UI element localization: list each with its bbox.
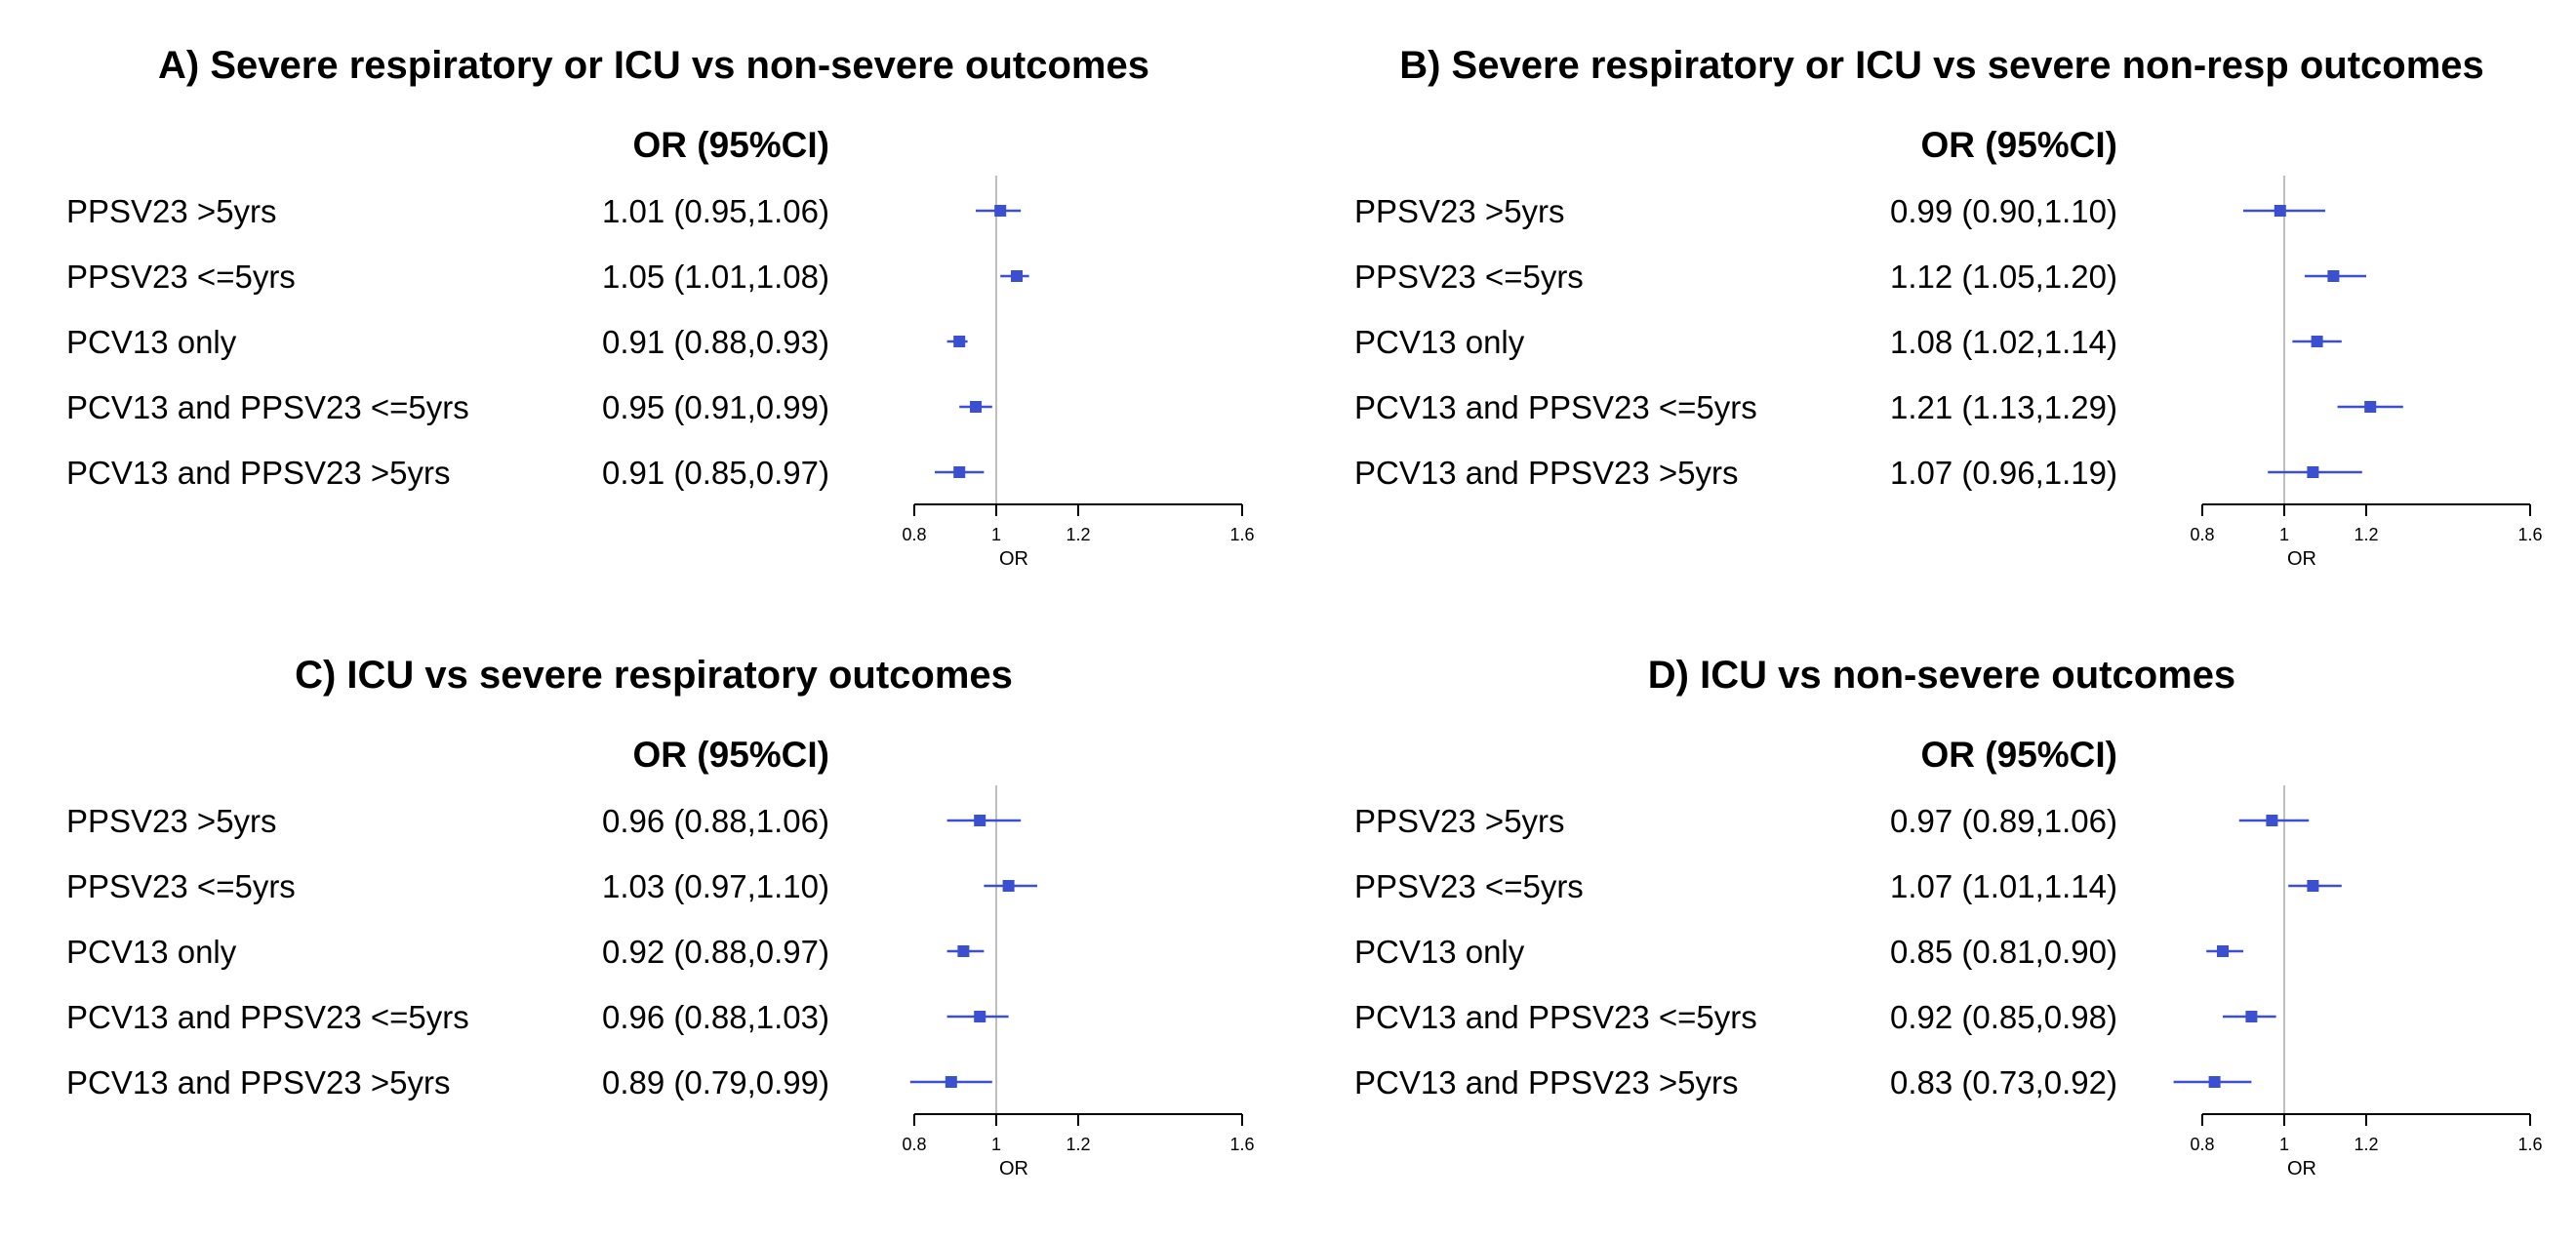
row-label: PCV13 only bbox=[1354, 934, 1525, 970]
x-tick-label: 1 bbox=[2279, 1135, 2289, 1154]
or-point-marker bbox=[957, 945, 970, 957]
row-or-value: 1.07 (1.01,1.14) bbox=[1890, 868, 2117, 904]
or-point-marker bbox=[2364, 401, 2377, 413]
panel-title: C) ICU vs severe respiratory outcomes bbox=[295, 654, 1013, 697]
x-axis-title: OR bbox=[2287, 548, 2316, 570]
x-tick-label: 0.8 bbox=[2190, 525, 2214, 544]
or-point-marker bbox=[2307, 880, 2319, 892]
x-tick-label: 0.8 bbox=[902, 1135, 926, 1154]
x-tick-label: 1.6 bbox=[1229, 525, 1254, 544]
forest-plot-area: 0.8 1 1.2 1.6 OR bbox=[2173, 785, 2543, 1180]
row-label: PCV13 only bbox=[66, 324, 237, 360]
x-tick-label: 1.6 bbox=[1229, 1135, 1254, 1154]
x-axis-title: OR bbox=[999, 548, 1028, 570]
row-or-value: 0.92 (0.88,0.97) bbox=[602, 934, 829, 970]
row-label: PCV13 and PPSV23 <=5yrs bbox=[66, 999, 469, 1035]
forest-plot-panel-d: D) ICU vs non-severe outcomes OR (95%CI)… bbox=[1288, 610, 2576, 1215]
forest-plot-panel-b: B) Severe respiratory or ICU vs severe n… bbox=[1288, 0, 2576, 605]
panel-title: D) ICU vs non-severe outcomes bbox=[1647, 654, 2236, 697]
forest-plot-area: 0.8 1 1.2 1.6 OR bbox=[902, 176, 1255, 570]
row-or-value: 1.01 (0.95,1.06) bbox=[602, 193, 829, 229]
row-or-value: 1.05 (1.01,1.08) bbox=[602, 259, 829, 295]
x-tick-label: 1 bbox=[991, 1135, 1001, 1154]
or-column-header: OR (95%CI) bbox=[1920, 125, 2117, 165]
or-point-marker bbox=[953, 336, 966, 347]
or-point-marker bbox=[1002, 880, 1015, 892]
row-or-value: 0.91 (0.85,0.97) bbox=[602, 455, 829, 491]
row-label: PPSV23 >5yrs bbox=[1354, 803, 1565, 839]
x-tick-label: 0.8 bbox=[902, 525, 926, 544]
or-point-marker bbox=[945, 1076, 957, 1088]
row-label: PCV13 and PPSV23 >5yrs bbox=[66, 1064, 451, 1100]
row-label: PPSV23 <=5yrs bbox=[66, 259, 296, 295]
or-point-marker bbox=[2327, 270, 2340, 282]
row-or-value: 0.96 (0.88,1.06) bbox=[602, 803, 829, 839]
panel-title: B) Severe respiratory or ICU vs severe n… bbox=[1399, 44, 2484, 87]
row-label: PPSV23 >5yrs bbox=[1354, 193, 1565, 229]
x-tick-label: 1.6 bbox=[2517, 1135, 2542, 1154]
row-label: PCV13 and PPSV23 >5yrs bbox=[1354, 455, 1739, 491]
row-or-value: 0.95 (0.91,0.99) bbox=[602, 389, 829, 425]
or-point-marker bbox=[2307, 466, 2319, 478]
or-column-header: OR (95%CI) bbox=[1920, 735, 2117, 775]
row-label: PCV13 and PPSV23 <=5yrs bbox=[66, 389, 469, 425]
row-or-value: 0.85 (0.81,0.90) bbox=[1890, 934, 2117, 970]
row-or-value: 1.12 (1.05,1.20) bbox=[1890, 259, 2117, 295]
row-label: PCV13 and PPSV23 <=5yrs bbox=[1354, 999, 1757, 1035]
row-or-value: 0.92 (0.85,0.98) bbox=[1890, 999, 2117, 1035]
row-or-value: 0.89 (0.79,0.99) bbox=[602, 1064, 829, 1100]
row-or-value: 1.21 (1.13,1.29) bbox=[1890, 389, 2117, 425]
or-point-marker bbox=[974, 815, 986, 826]
or-point-marker bbox=[2217, 945, 2229, 957]
or-point-marker bbox=[2266, 815, 2278, 826]
x-tick-label: 1.2 bbox=[2354, 1135, 2378, 1154]
row-label: PPSV23 <=5yrs bbox=[1354, 259, 1584, 295]
x-axis-title: OR bbox=[2287, 1158, 2316, 1180]
forest-plot-panel-a: A) Severe respiratory or ICU vs non-seve… bbox=[0, 0, 1288, 605]
row-or-value: 0.83 (0.73,0.92) bbox=[1890, 1064, 2117, 1100]
row-or-value: 1.07 (0.96,1.19) bbox=[1890, 455, 2117, 491]
x-tick-label: 1.2 bbox=[2354, 525, 2378, 544]
row-label: PPSV23 <=5yrs bbox=[1354, 868, 1584, 904]
row-label: PPSV23 <=5yrs bbox=[66, 868, 296, 904]
row-label: PCV13 only bbox=[1354, 324, 1525, 360]
forest-plot-area: 0.8 1 1.2 1.6 OR bbox=[902, 785, 1255, 1180]
x-tick-label: 1.2 bbox=[1066, 1135, 1090, 1154]
row-label: PCV13 and PPSV23 >5yrs bbox=[66, 455, 451, 491]
row-label: PCV13 and PPSV23 <=5yrs bbox=[1354, 389, 1757, 425]
or-point-marker bbox=[994, 205, 1007, 217]
row-or-value: 1.03 (0.97,1.10) bbox=[602, 868, 829, 904]
or-point-marker bbox=[1011, 270, 1023, 282]
x-axis-title: OR bbox=[999, 1158, 1028, 1180]
or-point-marker bbox=[2311, 336, 2323, 347]
forest-plot-panel-c: C) ICU vs severe respiratory outcomes OR… bbox=[0, 610, 1288, 1215]
row-or-value: 0.99 (0.90,1.10) bbox=[1890, 193, 2117, 229]
panel-title: A) Severe respiratory or ICU vs non-seve… bbox=[158, 44, 1149, 87]
x-tick-label: 1 bbox=[2279, 525, 2289, 544]
or-point-marker bbox=[2208, 1076, 2221, 1088]
row-label: PCV13 only bbox=[66, 934, 237, 970]
row-label: PPSV23 >5yrs bbox=[66, 803, 277, 839]
row-label: PPSV23 >5yrs bbox=[66, 193, 277, 229]
row-or-value: 0.96 (0.88,1.03) bbox=[602, 999, 829, 1035]
or-point-marker bbox=[2245, 1011, 2258, 1022]
row-label: PCV13 and PPSV23 >5yrs bbox=[1354, 1064, 1739, 1100]
or-column-header: OR (95%CI) bbox=[632, 125, 829, 165]
forest-plot-area: 0.8 1 1.2 1.6 OR bbox=[2190, 176, 2543, 570]
or-point-marker bbox=[2274, 205, 2286, 217]
row-or-value: 0.91 (0.88,0.93) bbox=[602, 324, 829, 360]
x-tick-label: 1 bbox=[991, 525, 1001, 544]
row-or-value: 0.97 (0.89,1.06) bbox=[1890, 803, 2117, 839]
x-tick-label: 1.2 bbox=[1066, 525, 1090, 544]
row-or-value: 1.08 (1.02,1.14) bbox=[1890, 324, 2117, 360]
x-tick-label: 1.6 bbox=[2517, 525, 2542, 544]
x-tick-label: 0.8 bbox=[2190, 1135, 2214, 1154]
or-point-marker bbox=[970, 401, 982, 413]
or-point-marker bbox=[974, 1011, 986, 1022]
or-column-header: OR (95%CI) bbox=[632, 735, 829, 775]
or-point-marker bbox=[953, 466, 966, 478]
